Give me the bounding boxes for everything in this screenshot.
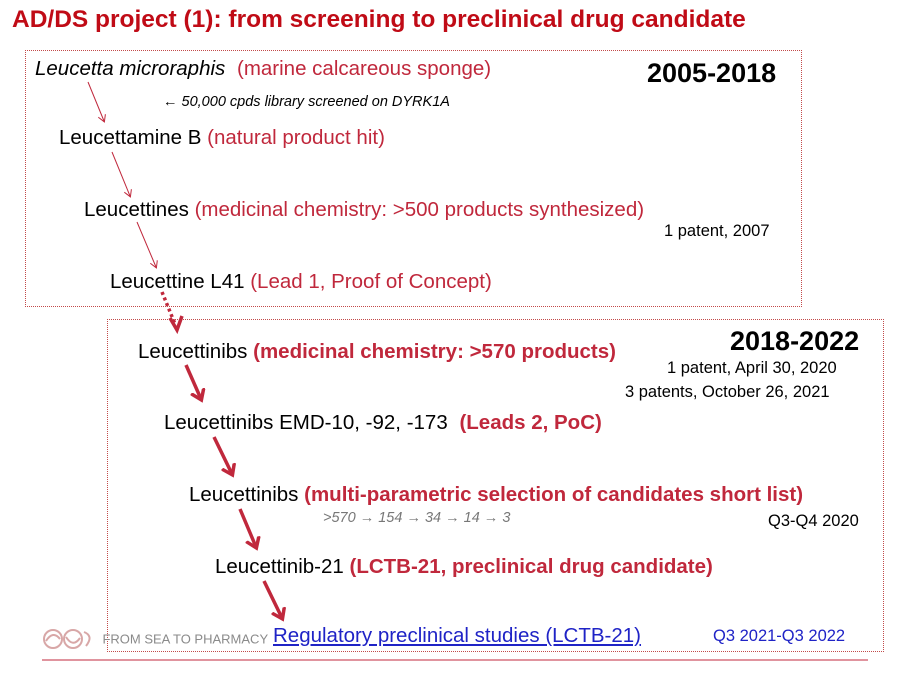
footer-logo-text: FROM SEA TO PHARMACY xyxy=(102,631,269,647)
phase1-box xyxy=(25,50,802,307)
phase2-patent-b: 3 patents, October 26, 2021 xyxy=(625,383,830,401)
leucettinibs-desc: (medicinal chemistry: >570 products) xyxy=(253,340,616,363)
leucettines-desc: (medicinal chemistry: >500 products synt… xyxy=(194,198,645,221)
leads2-name: Leucettinibs EMD-10, -92, -173 xyxy=(164,411,448,434)
sea-to-pharmacy-logo-icon xyxy=(43,629,91,649)
candidate-row: Leucettinib-21 (LCTB-21, preclinical dru… xyxy=(215,555,713,579)
regulatory-time: Q3 2021-Q3 2022 xyxy=(713,627,846,645)
arrow-hit-to-leucettines xyxy=(111,151,130,196)
leads2-desc: (Leads 2, PoC) xyxy=(459,411,602,434)
candidate-desc: (LCTB-21, preclinical drug candidate) xyxy=(349,555,713,578)
hit-row: Leucettamine B (natural product hit) xyxy=(59,126,385,150)
regulatory-link[interactable]: Regulatory preclinical studies (LCTB-21) xyxy=(273,624,642,647)
arrow-source-to-hit xyxy=(87,81,104,121)
phase1-patent: 1 patent, 2007 xyxy=(664,222,770,240)
arrow-candidate-to-regulatory xyxy=(262,580,282,618)
leucettinibs-name: Leucettinibs xyxy=(138,340,248,363)
regulatory-row: Regulatory preclinical studies (LCTB-21) xyxy=(273,624,641,648)
arrow-l41-to-leucettinibs xyxy=(160,291,177,325)
leucettines-name: Leucettines xyxy=(84,198,189,221)
footer-logo: FROM SEA TO PHARMACY xyxy=(42,626,268,652)
phase2-patent-a: 1 patent, April 30, 2020 xyxy=(667,359,837,377)
hit-name: Leucettamine B xyxy=(59,126,202,149)
leucettinibs-row: Leucettinibs (medicinal chemistry: >570 … xyxy=(138,340,616,364)
arrow-leucettinibs-to-leads2 xyxy=(184,364,201,399)
lead1-name: Leucettine L41 xyxy=(110,270,245,293)
source-row: Leucetta microraphis (marine calcareous … xyxy=(35,57,491,81)
selection-desc: (multi-parametric selection of candidate… xyxy=(304,483,804,506)
arrow-leads2-to-selection xyxy=(212,436,232,474)
phase2-period: 2018-2022 xyxy=(730,326,860,356)
arrow-leucettines-to-l41 xyxy=(136,221,156,267)
leads2-row: Leucettinibs EMD-10, -92, -173 (Leads 2,… xyxy=(164,411,602,435)
phase2-box xyxy=(107,319,884,652)
page-title: AD/DS project (1): from screening to pre… xyxy=(12,6,746,33)
lead1-desc: (Lead 1, Proof of Concept) xyxy=(250,270,492,293)
lead1-row: Leucettine L41 (Lead 1, Proof of Concept… xyxy=(110,270,492,294)
arrow-selection-to-candidate xyxy=(238,508,256,547)
selection-row: Leucettinibs (multi-parametric selection… xyxy=(189,483,803,507)
funnel-note: >570 → 154 → 34 → 14 → 3 xyxy=(323,510,511,526)
library-note: ← 50,000 cpds library screened on DYRK1A xyxy=(163,94,450,110)
source-desc: (marine calcareous sponge) xyxy=(237,57,492,80)
source-name: Leucetta microraphis xyxy=(35,57,226,80)
candidate-name: Leucettinib-21 xyxy=(215,555,344,578)
hit-desc: (natural product hit) xyxy=(207,126,385,149)
selection-time: Q3-Q4 2020 xyxy=(768,512,859,530)
phase1-period: 2005-2018 xyxy=(647,58,777,88)
selection-name: Leucettinibs xyxy=(189,483,299,506)
leucettines-row: Leucettines (medicinal chemistry: >500 p… xyxy=(84,198,644,222)
